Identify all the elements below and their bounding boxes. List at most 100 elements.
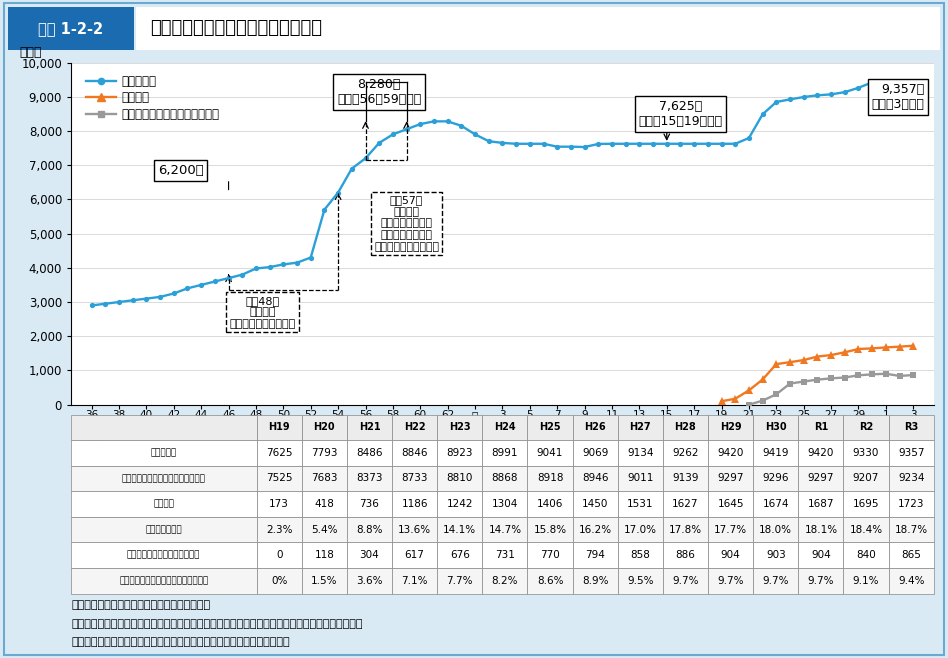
Text: 9234: 9234	[898, 474, 924, 484]
Text: 9.7%: 9.7%	[762, 576, 789, 586]
Text: 地域枚等: 地域枚等	[154, 499, 174, 509]
Text: 1450: 1450	[582, 499, 609, 509]
Text: 資料：厚生労働省医政局医事課において作成。: 資料：厚生労働省医政局医事課において作成。	[71, 600, 210, 610]
Bar	[888, 440, 934, 466]
Bar	[71, 440, 257, 466]
Text: 794: 794	[585, 550, 605, 560]
Bar	[483, 492, 527, 517]
Text: 8,280人
（昭和56～59年度）: 8,280人 （昭和56～59年度）	[337, 78, 421, 106]
Text: 1687: 1687	[808, 499, 834, 509]
Text: 736: 736	[359, 499, 379, 509]
Bar	[483, 415, 527, 440]
Text: 18.0%: 18.0%	[759, 524, 793, 534]
Bar	[483, 466, 527, 492]
Bar	[708, 415, 754, 440]
Bar	[663, 466, 708, 492]
Text: H19: H19	[268, 422, 290, 432]
Text: 7793: 7793	[311, 448, 337, 458]
Bar	[392, 542, 437, 568]
Text: 7.1%: 7.1%	[401, 576, 428, 586]
Bar	[798, 415, 844, 440]
Text: 9357: 9357	[898, 448, 924, 458]
Text: R1: R1	[813, 422, 828, 432]
Text: 676: 676	[449, 550, 469, 560]
Bar	[573, 492, 618, 517]
Text: H29: H29	[720, 422, 741, 432]
Bar	[257, 568, 301, 594]
Bar	[137, 7, 940, 50]
Text: 9.5%: 9.5%	[627, 576, 653, 586]
Text: 9.7%: 9.7%	[672, 576, 699, 586]
Bar	[483, 568, 527, 594]
Text: （注）　「地域枚等」及び「地域枚等を要件とした臨時定員」の人数について、文部科学省調べ。: （注） 「地域枚等」及び「地域枚等を要件とした臨時定員」の人数について、文部科学…	[71, 619, 362, 628]
Bar	[708, 466, 754, 492]
Bar	[347, 466, 392, 492]
Text: 図表 1-2-2: 図表 1-2-2	[38, 21, 103, 36]
Bar	[798, 517, 844, 542]
Text: 7683: 7683	[311, 474, 337, 484]
Text: 8.8%: 8.8%	[356, 524, 383, 534]
Bar	[798, 466, 844, 492]
Bar	[663, 517, 708, 542]
Text: 904: 904	[811, 550, 830, 560]
Text: 8.9%: 8.9%	[582, 576, 609, 586]
Bar	[257, 440, 301, 466]
Text: 840: 840	[856, 550, 876, 560]
Text: 8868: 8868	[492, 474, 519, 484]
Text: H27: H27	[629, 422, 651, 432]
Bar	[888, 517, 934, 542]
Text: 886: 886	[676, 550, 696, 560]
Text: 3.6%: 3.6%	[356, 576, 383, 586]
Bar	[527, 542, 573, 568]
Text: 医学部定員: 医学部定員	[151, 448, 177, 457]
Bar	[392, 517, 437, 542]
Bar	[71, 492, 257, 517]
Text: H23: H23	[449, 422, 470, 432]
Text: 9420: 9420	[718, 448, 744, 458]
Bar	[754, 466, 798, 492]
Text: 8991: 8991	[492, 448, 519, 458]
Text: 9,357人
（令和3年度）: 9,357人 （令和3年度）	[871, 83, 924, 111]
Text: 1.5%: 1.5%	[311, 576, 337, 586]
Bar	[754, 517, 798, 542]
Bar	[437, 568, 483, 594]
Bar	[527, 415, 573, 440]
Text: 1723: 1723	[898, 499, 924, 509]
Text: 1304: 1304	[492, 499, 518, 509]
Text: 7,625人
（平成15～19年度）: 7,625人 （平成15～19年度）	[638, 100, 722, 128]
Text: 731: 731	[495, 550, 515, 560]
Bar	[301, 568, 347, 594]
Text: 地域枚等を要件とした臨時定員の割合: 地域枚等を要件とした臨時定員の割合	[119, 576, 209, 585]
Bar	[527, 492, 573, 517]
Bar	[437, 440, 483, 466]
Bar	[618, 542, 663, 568]
Text: 8810: 8810	[447, 474, 473, 484]
Text: 770: 770	[540, 550, 560, 560]
Text: 昭和48年
閣議決定
「無医大県解消構想」: 昭和48年 閣議決定 「無医大県解消構想」	[229, 295, 296, 329]
Text: 15.8%: 15.8%	[534, 524, 567, 534]
Bar	[71, 517, 257, 542]
Bar	[618, 492, 663, 517]
Bar	[798, 440, 844, 466]
Text: 8846: 8846	[401, 448, 428, 458]
Bar	[844, 542, 888, 568]
Bar	[754, 568, 798, 594]
Text: R2: R2	[859, 422, 873, 432]
Bar	[301, 517, 347, 542]
Bar	[347, 542, 392, 568]
Text: 0: 0	[276, 550, 283, 560]
Text: 7.7%: 7.7%	[447, 576, 473, 586]
Text: 17.8%: 17.8%	[669, 524, 702, 534]
Text: 9041: 9041	[537, 448, 563, 458]
Text: 7625: 7625	[265, 448, 292, 458]
Bar	[257, 492, 301, 517]
Text: H20: H20	[314, 422, 335, 432]
Bar	[437, 466, 483, 492]
Text: 1645: 1645	[718, 499, 744, 509]
Text: 8946: 8946	[582, 474, 609, 484]
Bar	[708, 440, 754, 466]
Bar	[888, 492, 934, 517]
Text: H24: H24	[494, 422, 516, 432]
Bar	[301, 542, 347, 568]
Bar	[527, 568, 573, 594]
